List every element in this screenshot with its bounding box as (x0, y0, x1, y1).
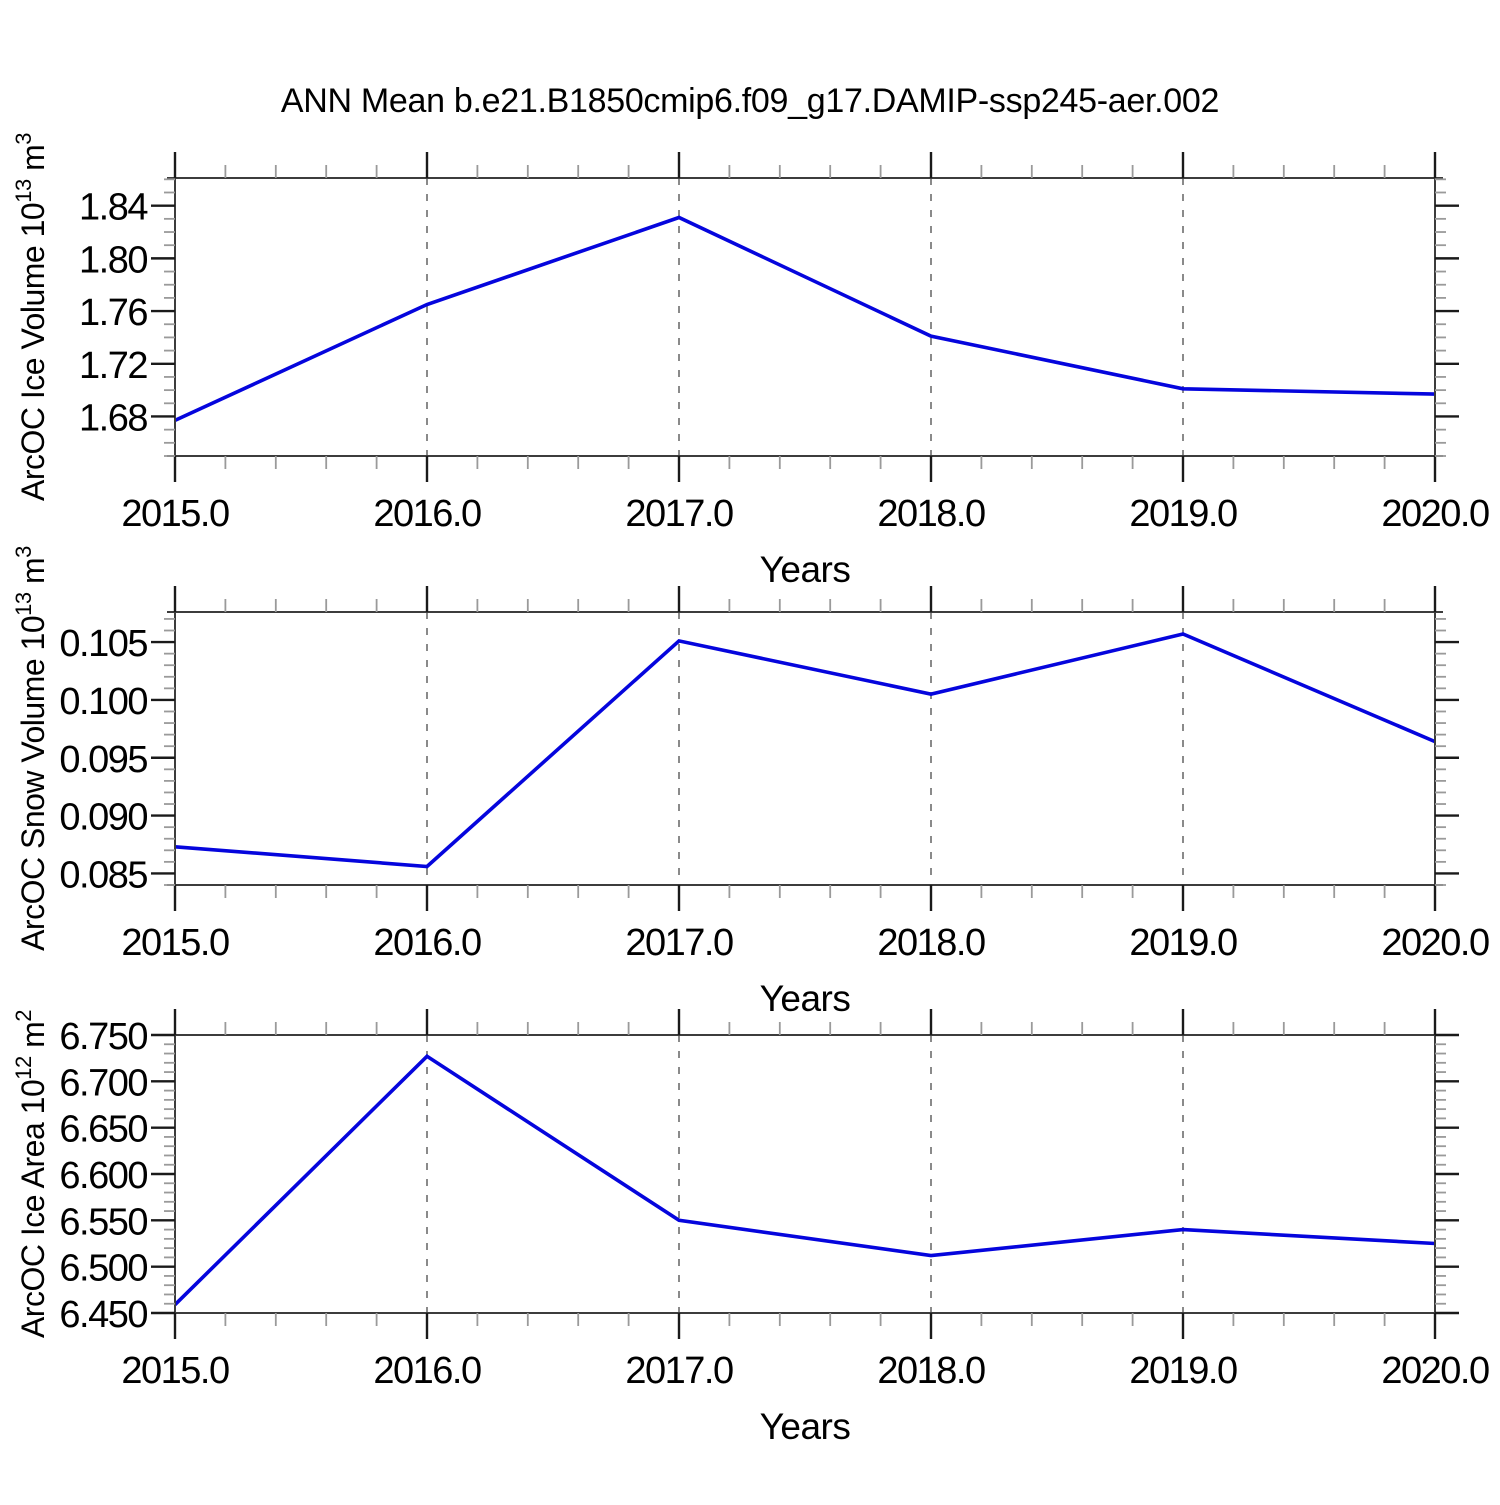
x-tick-label: 2019.0 (1129, 922, 1237, 964)
y-tick-label: 0.105 (59, 623, 147, 665)
x-tick-label: 2020.0 (1381, 493, 1489, 535)
x-tick-label: 2020.0 (1381, 1350, 1489, 1392)
x-axis-title: Years (760, 1406, 851, 1447)
y-tick-label: 0.090 (59, 797, 147, 839)
y-axis-title-arcoc-ice-volume: ArcOC Ice Volume 1013 m3 (11, 133, 51, 501)
x-tick-label: 2016.0 (373, 1350, 481, 1392)
y-tick-label: 6.700 (59, 1062, 147, 1104)
y-tick-label: 1.76 (79, 292, 147, 334)
y-tick-label: 1.68 (79, 397, 147, 439)
x-tick-label: 2015.0 (121, 493, 229, 535)
chart-title: ANN Mean b.e21.B1850cmip6.f09_g17.DAMIP-… (281, 82, 1219, 120)
x-tick-label: 2017.0 (625, 922, 733, 964)
x-tick-label: 2019.0 (1129, 1350, 1237, 1392)
panel-ice-area: 2015.0 2016.0 2017.0 2018.0 2019.0 2020.0 6.45… (11, 1009, 1490, 1447)
x-tick-label: 2015.0 (121, 1350, 229, 1392)
x-tick-label: 2016.0 (373, 493, 481, 535)
y-tick-label: 0.100 (59, 681, 147, 723)
y-tick-label: 1.72 (79, 345, 147, 387)
x-tick-label: 2017.0 (625, 1350, 733, 1392)
x-tick-label: 2018.0 (877, 493, 985, 535)
x-tick-label: 2017.0 (625, 493, 733, 535)
y-tick-label: 6.650 (59, 1109, 147, 1151)
data-line-arcoc-ice-volume (174, 215, 1436, 423)
y-axis-title-arcoc-ice-area: ArcOC Ice Area 1012 m2 (11, 1010, 51, 1338)
x-tick-label: 2019.0 (1129, 493, 1237, 535)
x-axis-title: Years (760, 549, 851, 590)
y-tick-label: 6.550 (59, 1201, 147, 1243)
panel-snow-volume: 2015.0 2016.0 2017.0 2018.0 2019.0 2020.0 0.08… (11, 546, 1490, 1019)
y-tick-label: 6.600 (59, 1155, 147, 1197)
data-line-arcoc-ice-area (173, 1054, 1436, 1306)
y-axis-title-arcoc-snow-volume: ArcOC Snow Volume 1013 m3 (11, 546, 51, 951)
panel-ice-volume: 2015.0 2016.0 2017.0 2018.0 2019.0 2020.0 1.68… (11, 133, 1490, 590)
data-line-arcoc-snow-volume (174, 632, 1436, 869)
x-tick-label: 2016.0 (373, 922, 481, 964)
x-tick-label: 2015.0 (121, 922, 229, 964)
x-axis-title: Years (760, 978, 851, 1019)
y-tick-label: 0.085 (59, 854, 147, 896)
y-tick-label: 6.450 (59, 1294, 147, 1336)
x-tick-label: 2018.0 (877, 1350, 985, 1392)
y-tick-label: 1.84 (79, 187, 148, 229)
y-tick-label: 6.750 (59, 1016, 147, 1058)
x-tick-label: 2018.0 (877, 922, 985, 964)
y-tick-label: 0.095 (59, 739, 147, 781)
x-tick-label: 2020.0 (1381, 922, 1489, 964)
y-tick-label: 6.500 (59, 1248, 147, 1290)
y-tick-label: 1.80 (79, 239, 147, 281)
